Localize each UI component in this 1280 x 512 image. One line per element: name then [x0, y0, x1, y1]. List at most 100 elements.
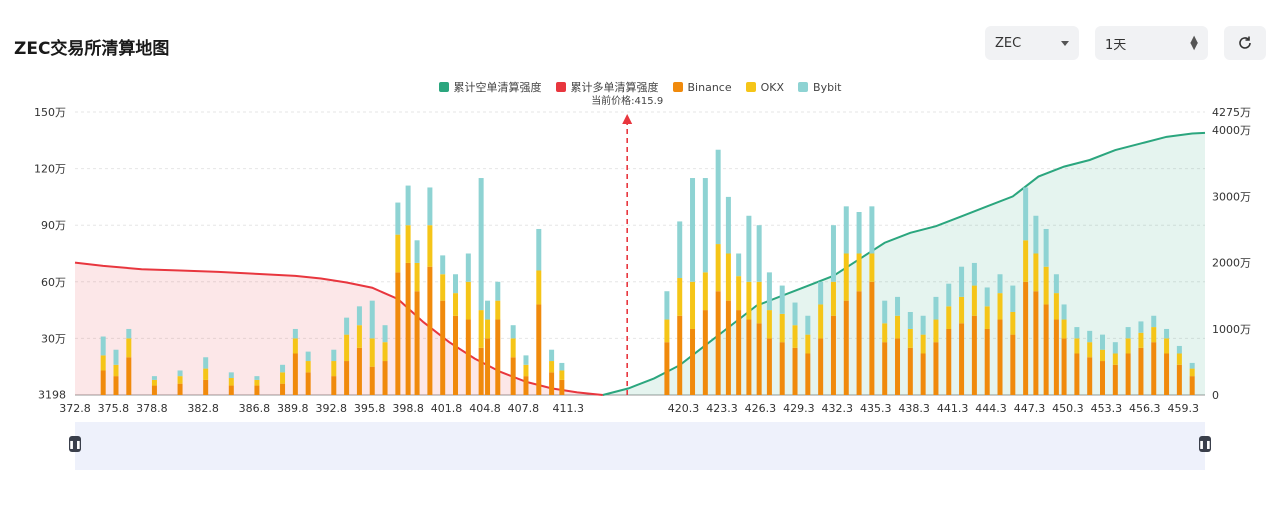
bar-segment-bybit	[746, 215, 752, 282]
bar-segment-binance	[280, 383, 286, 395]
bar-segment-okx	[559, 370, 565, 380]
range-slider-right-handle[interactable]: ❚❚	[1198, 436, 1212, 452]
bar-segment-binance	[1138, 347, 1144, 395]
up-down-icon: ▲ ▼	[1190, 34, 1198, 52]
bar-segment-okx	[356, 325, 362, 348]
bar-segment-okx	[920, 334, 926, 354]
legend-item-bybit[interactable]: Bybit	[798, 79, 841, 95]
x-axis-tick-label: 426.3	[745, 402, 777, 415]
bar-segment-okx	[1164, 338, 1170, 354]
bar-segment-binance	[254, 385, 260, 395]
bar-segment-okx	[382, 342, 388, 362]
bar-segment-binance	[113, 376, 119, 395]
bar-segment-okx	[536, 270, 542, 305]
bar-segment-bybit	[920, 315, 926, 335]
page-title: ZEC交易所清算地图	[14, 39, 170, 59]
bar-segment-binance	[984, 328, 990, 395]
legend-label-short: 累计空单清算强度	[453, 81, 542, 94]
coin-select[interactable]: ZEC	[985, 26, 1079, 60]
bar-segment-binance	[766, 338, 772, 395]
bar-segment-okx	[984, 306, 990, 329]
range-slider[interactable]	[75, 422, 1205, 470]
bar-segment-binance	[1053, 319, 1059, 395]
bar-segment-bybit	[1164, 328, 1170, 339]
bar-segment-okx	[280, 372, 286, 384]
x-axis-tick-label: 411.3	[553, 402, 585, 415]
bar-segment-bybit	[344, 317, 350, 335]
bar-segment-okx	[203, 368, 209, 380]
time-range-select[interactable]: 1天 ▲ ▼	[1095, 26, 1208, 60]
bar-segment-bybit	[1138, 321, 1144, 333]
bar-segment-okx	[331, 361, 337, 377]
legend-item-okx[interactable]: OKX	[745, 79, 784, 95]
legend-swatch-bybit	[798, 82, 809, 92]
bar-segment-bybit	[254, 376, 260, 380]
legend-item-short[interactable]: 累计空单清算强度	[438, 79, 542, 95]
bar-segment-binance	[1087, 357, 1093, 395]
bar-segment-bybit	[715, 149, 721, 245]
bar-segment-bybit	[414, 240, 420, 263]
bar-segment-okx	[1033, 253, 1039, 292]
right-axis-tick-label: 4000万	[1212, 124, 1251, 137]
refresh-button[interactable]	[1224, 26, 1266, 60]
bar-segment-binance	[997, 319, 1003, 395]
bar-segment-okx	[395, 234, 401, 273]
bar-segment-okx	[907, 328, 913, 348]
bar-segment-bybit	[440, 255, 446, 275]
legend-item-long[interactable]: 累计多单清算强度	[555, 79, 659, 95]
range-slider-left-handle[interactable]: ❚❚	[68, 436, 82, 452]
bar-segment-bybit	[907, 311, 913, 329]
x-axis-tick-label: 444.3	[975, 402, 1007, 415]
left-axis-tick-label: 90万	[41, 219, 66, 232]
bar-segment-bybit	[1053, 274, 1059, 294]
bar-segment-bybit	[395, 202, 401, 235]
right-axis-tick-label: 1000万	[1212, 323, 1251, 336]
bar-segment-binance	[395, 272, 401, 395]
bar-segment-binance	[536, 304, 542, 395]
x-axis-tick-label: 429.3	[783, 402, 815, 415]
bar-segment-binance	[478, 347, 484, 395]
x-axis-tick-label: 404.8	[469, 402, 501, 415]
bar-segment-okx	[177, 376, 183, 384]
bar-segment-okx	[427, 225, 433, 267]
bar-segment-bybit	[331, 349, 337, 362]
bar-segment-binance	[1061, 338, 1067, 395]
left-axis-tick-label: 120万	[34, 163, 66, 176]
pause-icon: ❚❚	[68, 439, 82, 449]
bar-segment-okx	[1087, 342, 1093, 358]
bar-segment-bybit	[1061, 304, 1067, 320]
bar-segment-bybit	[1112, 342, 1118, 354]
legend-item-binance[interactable]: Binance	[672, 79, 732, 95]
x-axis-tick-label: 456.3	[1129, 402, 1161, 415]
bar-segment-okx	[1189, 368, 1195, 377]
bar-segment-okx	[702, 272, 708, 311]
bar-segment-binance	[331, 376, 337, 395]
bar-segment-okx	[1112, 353, 1118, 365]
x-axis-tick-label: 441.3	[937, 402, 969, 415]
bar-segment-binance	[920, 353, 926, 395]
bar-segment-bybit	[495, 281, 501, 301]
bar-segment-bybit	[523, 355, 529, 365]
bar-segment-binance	[702, 310, 708, 395]
bar-segment-binance	[356, 347, 362, 395]
bar-segment-binance	[1100, 361, 1106, 395]
bar-segment-okx	[779, 313, 785, 343]
bar-segment-okx	[1010, 311, 1016, 335]
bar-segment-okx	[1053, 293, 1059, 320]
bar-segment-binance	[305, 372, 311, 395]
bar-segment-bybit	[677, 221, 683, 279]
bar-segment-binance	[882, 342, 888, 395]
left-axis-tick-label: 30万	[41, 332, 66, 345]
right-axis-tick-label: 0	[1212, 389, 1219, 402]
bar-segment-bybit	[736, 253, 742, 277]
bar-segment-bybit	[151, 376, 157, 380]
bar-segment-bybit	[984, 287, 990, 307]
bar-segment-binance	[1164, 353, 1170, 395]
coin-select-value: ZEC	[995, 35, 1022, 51]
bar-segment-okx	[1176, 353, 1182, 365]
bar-segment-binance	[1151, 342, 1157, 395]
bar-segment-binance	[414, 291, 420, 395]
bar-segment-bybit	[1043, 228, 1049, 267]
bar-segment-bybit	[843, 206, 849, 254]
bar-segment-okx	[1125, 338, 1131, 354]
